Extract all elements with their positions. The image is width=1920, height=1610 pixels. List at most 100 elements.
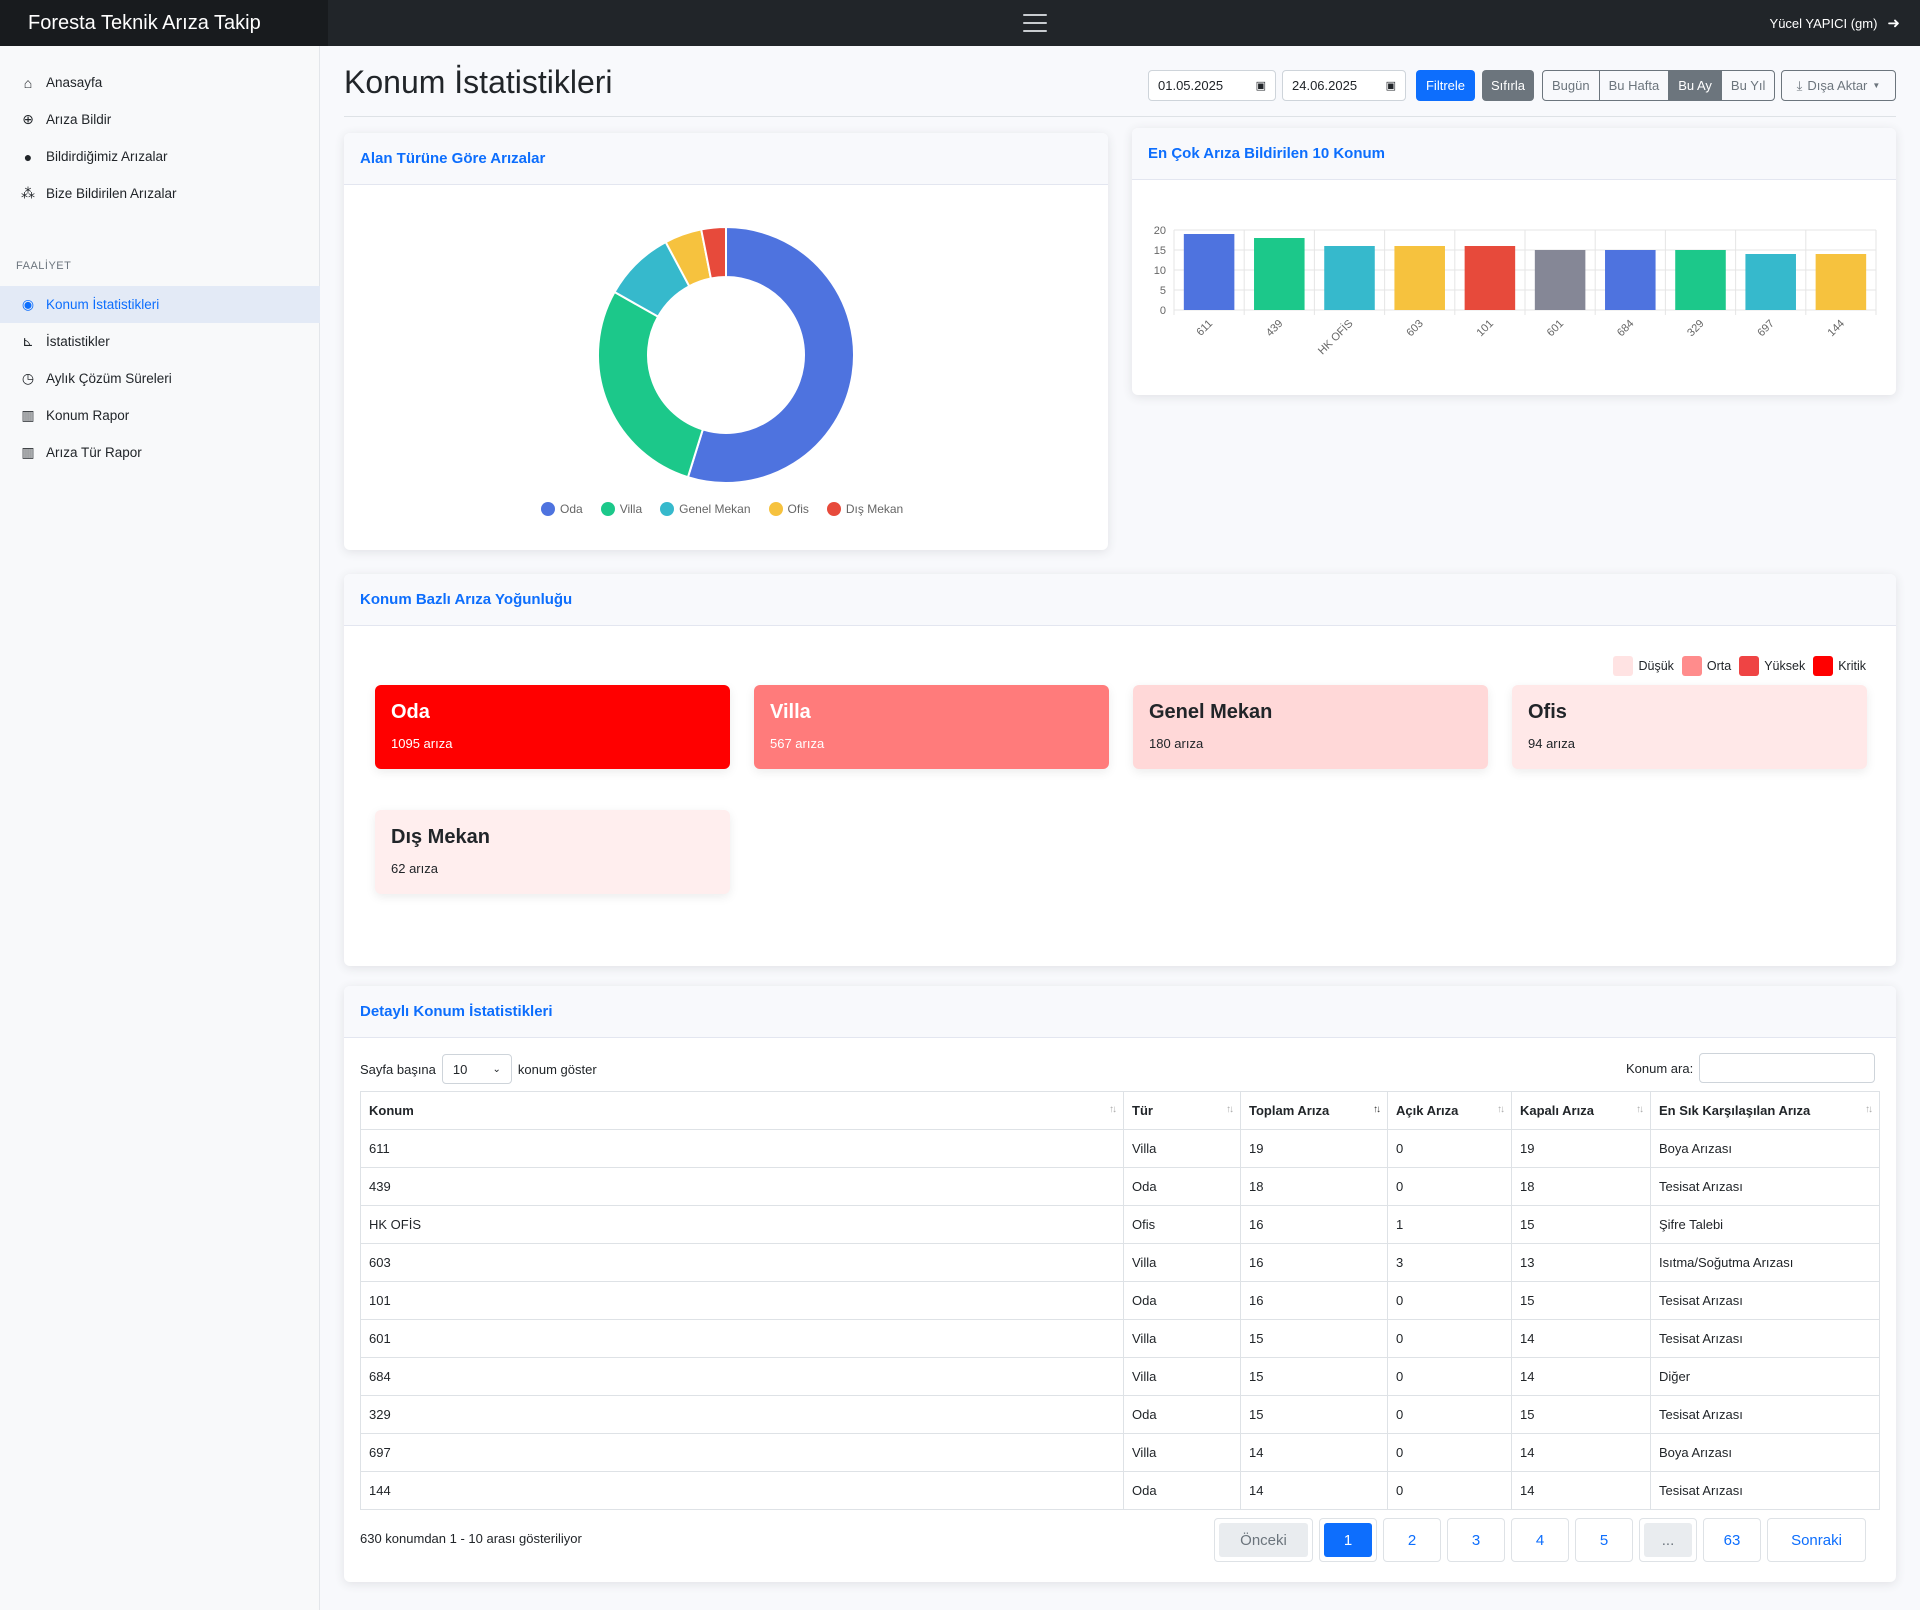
sidebar-item-label: Aylık Çözüm Süreleri: [46, 371, 172, 386]
table-cell: Isıtma/Soğutma Arızası: [1650, 1243, 1880, 1282]
donut-slice-oda[interactable]: [686, 225, 855, 484]
table-row[interactable]: HK OFİS Ofis 16 1 15 Şifre Talebi: [360, 1205, 1880, 1244]
sidebar-item-konum-istatistikleri[interactable]: ◉ Konum İstatistikleri: [0, 286, 320, 323]
download-icon: ⤓: [1796, 77, 1803, 93]
legend-item[interactable]: Ofis: [768, 502, 809, 516]
pagination-page-3[interactable]: 3: [1447, 1518, 1505, 1562]
table-row[interactable]: 144 Oda 14 0 14 Tesisat Arızası: [360, 1471, 1880, 1510]
sidebar-item-bize-bildirilen[interactable]: ⁂ Bize Bildirilen Arızalar: [0, 175, 320, 212]
date-from-input[interactable]: 01.05.2025 ▣: [1148, 70, 1276, 101]
column-header-kapali[interactable]: Kapalı Arıza ↑↓: [1511, 1091, 1651, 1130]
range-month-button[interactable]: Bu Ay: [1669, 71, 1722, 100]
sidebar-item-istatistikler[interactable]: ⊾ İstatistikler: [0, 323, 320, 360]
heat-tile-dis-mekan[interactable]: Dış Mekan 62 arıza: [375, 810, 730, 894]
heat-tile-ofis[interactable]: Ofis 94 arıza: [1512, 685, 1867, 769]
legend-item[interactable]: Genel Mekan: [660, 502, 751, 516]
bar-101[interactable]: [1464, 246, 1516, 310]
donut-slice-villa[interactable]: [597, 290, 705, 479]
legend-swatch: [541, 502, 555, 516]
bar-684[interactable]: [1605, 250, 1656, 310]
pagination-page-4[interactable]: 4: [1511, 1518, 1569, 1562]
sidebar-item-aylik-cozum[interactable]: ◷ Aylık Çözüm Süreleri: [0, 360, 320, 397]
legend-item[interactable]: Villa: [600, 502, 642, 516]
page-length-select[interactable]: 10 ⌄: [441, 1054, 512, 1084]
date-to-input[interactable]: 24.06.2025 ▣: [1282, 70, 1406, 101]
table-row[interactable]: 697 Villa 14 0 14 Boya Arızası: [360, 1433, 1880, 1472]
sidebar-item-ariza-tur-rapor[interactable]: ▥ Arıza Tür Rapor: [0, 434, 320, 471]
sidebar-item-bildirdigimiz[interactable]: ● Bildirdiğimiz Arızalar: [0, 138, 320, 175]
legend-item[interactable]: Dış Mekan: [826, 502, 903, 516]
legend-swatch: [768, 502, 783, 516]
sidebar-item-ariza-bildir[interactable]: ⊕ Arıza Bildir: [0, 101, 320, 138]
heat-tile-villa[interactable]: Villa 567 arıza: [754, 685, 1109, 769]
heat-tile-genel-mekan[interactable]: Genel Mekan 180 arıza: [1133, 685, 1488, 769]
chevron-down-icon: ⌄: [492, 1063, 501, 1075]
reset-button[interactable]: Sıfırla: [1482, 70, 1534, 101]
column-header-konum[interactable]: Konum ↑↓: [360, 1091, 1124, 1130]
table-row[interactable]: 601 Villa 15 0 14 Tesisat Arızası: [360, 1319, 1880, 1358]
user-menu[interactable]: Yücel YAPICI (gm) ➜: [1770, 14, 1900, 32]
sidebar-item-anasayfa[interactable]: ⌂ Anasayfa: [0, 64, 320, 101]
bar-611[interactable]: [1183, 234, 1235, 310]
donut-slice-dış-mekan[interactable]: [700, 225, 727, 280]
table-cell: 611: [360, 1129, 1124, 1168]
pagination-page-2[interactable]: 2: [1383, 1518, 1441, 1562]
bar-697[interactable]: [1745, 254, 1796, 310]
calendar-icon[interactable]: ▣: [1385, 80, 1396, 92]
search-input[interactable]: [1699, 1053, 1876, 1083]
legend-high: Yüksek: [1739, 656, 1805, 676]
table-row[interactable]: 101 Oda 16 0 15 Tesisat Arızası: [360, 1281, 1880, 1320]
table-row[interactable]: 329 Oda 15 0 15 Tesisat Arızası: [360, 1395, 1880, 1434]
pagination-prev-button[interactable]: Önceki: [1214, 1518, 1313, 1562]
date-range-group: Bugün Bu Hafta Bu Ay Bu Yıl: [1542, 70, 1776, 101]
table-cell: 0: [1387, 1433, 1512, 1472]
column-header-en-sik[interactable]: En Sık Karşılaşılan Arıza ↑↓: [1650, 1091, 1880, 1130]
map-icon: ▥: [21, 407, 35, 423]
bar-439[interactable]: [1254, 238, 1305, 310]
bar-144[interactable]: [1815, 254, 1867, 310]
column-header-tur[interactable]: Tür ↑↓: [1123, 1091, 1241, 1130]
export-label: Dışa Aktar: [1807, 78, 1868, 93]
table-cell: Villa: [1123, 1433, 1241, 1472]
pagination-page-63[interactable]: 63: [1703, 1518, 1761, 1562]
logout-icon[interactable]: ➜: [1887, 15, 1900, 32]
column-header-acik[interactable]: Açık Arıza ↑↓: [1387, 1091, 1512, 1130]
legend-item[interactable]: Oda: [541, 502, 583, 516]
location-stats-table: Konum ↑↓ Tür ↑↓ Toplam Arıza ↑↓ Açık Arıza ↑…: [360, 1091, 1880, 1510]
range-year-button[interactable]: Bu Yıl: [1730, 78, 1766, 93]
range-week-button[interactable]: Bu Hafta: [1600, 71, 1670, 100]
range-today-button[interactable]: Bugün: [1543, 71, 1600, 100]
app-title[interactable]: Foresta Teknik Arıza Takip: [0, 0, 328, 46]
pagination-page-1[interactable]: 1: [1319, 1518, 1377, 1562]
table-cell: 101: [360, 1281, 1124, 1320]
heatmap-card: Konum Bazlı Arıza Yoğunluğu Düşük Orta Y…: [344, 574, 1896, 966]
sidebar-item-konum-rapor[interactable]: ▥ Konum Rapor: [0, 397, 320, 434]
hamburger-menu-icon[interactable]: [1023, 14, 1047, 32]
pagination-page-5[interactable]: 5: [1575, 1518, 1633, 1562]
pagination-next-button[interactable]: Sonraki: [1767, 1518, 1866, 1562]
table-cell: 144: [360, 1471, 1124, 1510]
table-row[interactable]: 603 Villa 16 3 13 Isıtma/Soğutma Arızası: [360, 1243, 1880, 1282]
heat-tile-count: 1095 arıza: [391, 736, 453, 751]
sidebar-item-label: Bildirdiğimiz Arızalar: [46, 149, 168, 164]
table-cell: Oda: [1123, 1395, 1241, 1434]
user-name: Yücel YAPICI (gm): [1769, 15, 1878, 31]
table-row[interactable]: 684 Villa 15 0 14 Diğer: [360, 1357, 1880, 1396]
calendar-icon[interactable]: ▣: [1255, 80, 1266, 92]
card-title: En Çok Arıza Bildirilen 10 Konum: [1132, 128, 1896, 180]
page-length-control: Sayfa başına 10 ⌄ konum göster: [360, 1054, 597, 1084]
filter-button[interactable]: Filtrele: [1416, 70, 1475, 101]
bar-hk-ofi̇s[interactable]: [1324, 246, 1375, 310]
table-row[interactable]: 611 Villa 19 0 19 Boya Arızası: [360, 1129, 1880, 1168]
export-button[interactable]: ⤓ Dışa Aktar ▼: [1781, 70, 1896, 101]
bar-603[interactable]: [1394, 246, 1445, 310]
table-cell: Oda: [1123, 1167, 1241, 1206]
column-header-toplam[interactable]: Toplam Arıza ↑↓: [1240, 1091, 1388, 1130]
bar-329[interactable]: [1675, 250, 1726, 310]
heat-tile-oda[interactable]: Oda 1095 arıza: [375, 685, 730, 769]
sidebar-heading: FAALİYET: [16, 260, 72, 272]
bar-601[interactable]: [1534, 250, 1586, 310]
table-cell: Villa: [1123, 1243, 1241, 1282]
x-tick-label: 101: [1475, 318, 1496, 339]
table-row[interactable]: 439 Oda 18 0 18 Tesisat Arızası: [360, 1167, 1880, 1206]
